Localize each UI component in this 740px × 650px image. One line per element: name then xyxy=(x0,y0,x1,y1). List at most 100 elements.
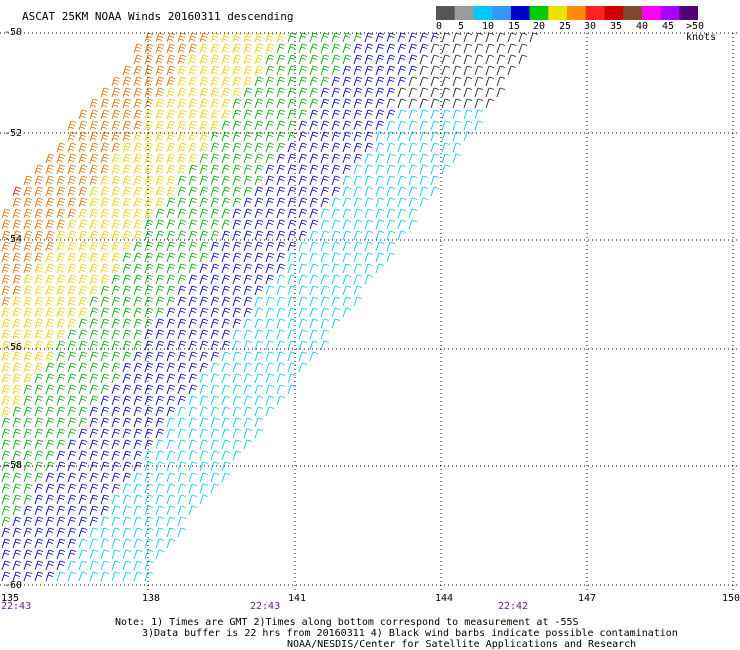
barb-feather xyxy=(47,343,54,346)
wind-barb xyxy=(408,197,413,208)
wind-barb xyxy=(452,98,457,109)
barb-feather xyxy=(57,236,64,239)
barb-feather xyxy=(135,321,142,324)
barb-feather xyxy=(80,354,87,357)
wind-barb xyxy=(67,428,72,439)
barb-feather xyxy=(268,263,275,266)
barb-feather xyxy=(101,225,108,228)
wind-barb xyxy=(12,252,17,263)
wind-barb xyxy=(56,373,61,384)
barb-feather xyxy=(278,233,285,236)
wind-barb xyxy=(386,252,391,263)
barb-feather xyxy=(36,310,43,313)
wind-barb xyxy=(78,285,83,296)
barb-feather xyxy=(26,417,33,420)
barb-feather xyxy=(168,134,175,137)
wind-barb xyxy=(199,307,204,318)
wind-barb xyxy=(188,439,193,450)
barb-feather xyxy=(146,354,153,357)
barb-feather xyxy=(135,398,142,401)
wind-barb xyxy=(89,340,94,351)
barb-feather xyxy=(169,428,176,431)
barb-feather xyxy=(114,175,121,178)
barb-feather xyxy=(322,145,329,148)
barb-feather xyxy=(224,76,231,79)
barb-feather xyxy=(69,453,76,456)
barb-feather xyxy=(301,76,308,79)
wind-barb xyxy=(210,428,215,439)
wind-barb xyxy=(375,175,380,186)
barb-feather xyxy=(311,145,318,148)
barb-feather xyxy=(14,541,21,544)
barb-feather xyxy=(92,285,99,288)
barb-feather xyxy=(114,241,121,244)
barb-feather xyxy=(103,142,110,145)
wind-barb xyxy=(298,329,303,340)
wind-barb xyxy=(56,142,61,153)
barb-feather xyxy=(268,285,275,288)
wind-barb xyxy=(276,54,281,65)
barb-feather xyxy=(202,384,209,387)
barb-feather xyxy=(26,351,33,354)
barb-feather xyxy=(213,472,220,475)
barb-feather xyxy=(112,247,119,250)
barb-feather xyxy=(267,222,274,225)
barb-feather xyxy=(378,109,385,112)
barb-feather xyxy=(156,170,163,173)
barb-feather xyxy=(48,329,55,332)
barb-feather xyxy=(212,211,219,214)
wind-barb xyxy=(452,109,457,120)
barb-feather xyxy=(70,483,77,486)
wind-barb xyxy=(133,527,138,538)
barb-feather xyxy=(223,35,230,38)
barb-feather xyxy=(35,346,42,349)
wind-barb xyxy=(111,318,116,329)
barb-feather xyxy=(24,357,31,360)
wind-barb xyxy=(100,274,105,285)
barb-feather xyxy=(80,442,87,445)
wind-barb xyxy=(276,263,281,274)
wind-barb xyxy=(342,65,347,76)
wind-barb xyxy=(78,329,83,340)
barb-feather xyxy=(125,395,132,398)
wind-barb xyxy=(199,241,204,252)
wind-barb xyxy=(188,65,193,76)
wind-barb xyxy=(23,186,28,197)
wind-barb xyxy=(210,65,215,76)
barb-feather xyxy=(290,120,297,123)
barb-feather xyxy=(389,43,396,46)
wind-barb xyxy=(232,285,237,296)
barb-feather xyxy=(4,439,11,442)
barb-feather xyxy=(26,263,33,266)
barb-feather xyxy=(156,38,163,41)
barb-feather xyxy=(157,244,164,247)
barb-feather xyxy=(222,38,229,41)
barb-feather xyxy=(234,35,241,38)
barb-feather xyxy=(191,252,198,255)
barb-feather xyxy=(90,137,97,140)
wind-barb xyxy=(78,120,83,131)
barb-feather xyxy=(113,266,120,269)
barb-feather xyxy=(58,486,65,489)
barb-feather xyxy=(167,148,174,151)
wind-barb xyxy=(320,186,325,197)
barb-feather xyxy=(26,318,33,321)
barb-feather xyxy=(158,285,165,288)
barb-feather xyxy=(202,461,209,464)
barb-feather xyxy=(345,87,352,90)
barb-feather xyxy=(201,310,208,313)
barb-feather xyxy=(70,560,77,563)
wind-barb xyxy=(309,186,314,197)
barb-feather xyxy=(246,318,253,321)
barb-feather xyxy=(444,76,451,79)
wind-barb xyxy=(375,252,380,263)
barb-feather xyxy=(124,343,131,346)
barb-feather xyxy=(147,395,154,398)
barb-feather xyxy=(103,483,110,486)
barb-feather xyxy=(136,527,143,530)
barb-feather xyxy=(79,291,86,294)
barb-feather xyxy=(411,186,418,189)
barb-feather xyxy=(255,38,262,41)
wind-barb xyxy=(166,109,171,120)
wind-barb xyxy=(364,219,369,230)
